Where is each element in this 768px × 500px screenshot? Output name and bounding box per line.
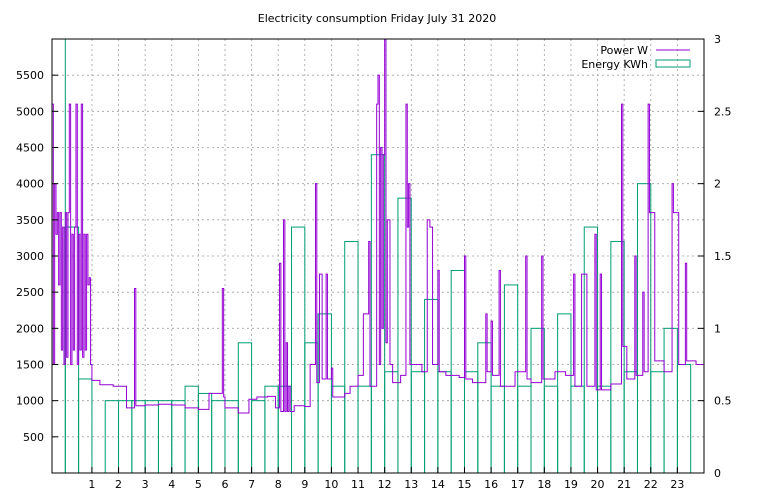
energy-bar [557, 313, 572, 474]
energy-bar [157, 400, 173, 474]
energy-bar [410, 371, 426, 474]
energy-bar [463, 371, 479, 474]
x-tick-label: 8 [275, 478, 282, 491]
power-series-layer [52, 38, 704, 414]
energy-bar [78, 378, 93, 474]
x-tick-label: 14 [431, 478, 445, 491]
chart-title: Electricity consumption Friday July 31 2… [258, 12, 496, 25]
energy-bar [264, 385, 279, 474]
x-tick-label: 19 [564, 478, 578, 491]
y-right-tick-label: 2.5 [714, 105, 732, 118]
legend-swatch-energy [655, 59, 691, 68]
legend: Power W Energy KWh [581, 44, 691, 71]
legend-label-energy: Energy KWh [581, 58, 648, 71]
x-tick-label: 16 [484, 478, 498, 491]
energy-bar [570, 385, 585, 474]
energy-bar [543, 385, 559, 474]
y-right-tick-label: 1 [714, 322, 721, 335]
x-tick-label: 9 [301, 478, 308, 491]
energy-bar [663, 327, 678, 474]
y-left-tick-label: 500 [23, 431, 44, 444]
energy-bar [610, 241, 625, 474]
energy-bar [503, 284, 519, 474]
energy-bar [184, 385, 199, 474]
y-left-tick-label: 1000 [16, 395, 44, 408]
x-tick-label: 4 [168, 478, 175, 491]
y-left-tick-label: 2500 [16, 286, 44, 299]
energy-bar [424, 298, 439, 474]
power-line [52, 38, 704, 414]
energy-bar [397, 197, 412, 474]
energy-bar [583, 226, 599, 474]
energy-bar [344, 241, 359, 474]
y-left-tick-label: 1500 [16, 359, 44, 372]
x-tick-label: 11 [351, 478, 365, 491]
x-tick-label: 7 [248, 478, 255, 491]
y-left-tick-label: 4500 [16, 142, 44, 155]
energy-bar [517, 385, 532, 474]
y-left-tick-label: 2000 [16, 322, 44, 335]
x-tick-label: 12 [378, 478, 392, 491]
x-tick-label: 1 [88, 478, 95, 491]
energy-bar [477, 342, 492, 474]
y-right-tick-label: 0 [714, 467, 721, 480]
x-tick-label: 10 [324, 478, 338, 491]
x-tick-label: 6 [221, 478, 228, 491]
y-left-tick-label: 3500 [16, 214, 44, 227]
x-tick-label: 3 [142, 478, 149, 491]
energy-bar [437, 371, 452, 474]
legend-label-power: Power W [600, 44, 648, 57]
x-tick-label: 18 [537, 478, 551, 491]
x-tick-label: 20 [591, 478, 605, 491]
energy-bar [450, 269, 465, 474]
energy-bar [650, 371, 665, 474]
energy-bar [357, 385, 372, 474]
energy-bar [197, 392, 213, 474]
x-tick-label: 17 [511, 478, 525, 491]
y-left-tick-label: 4000 [16, 178, 44, 191]
energy-bar [623, 371, 638, 474]
x-tick-label: 23 [670, 478, 684, 491]
x-tick-label: 21 [617, 478, 631, 491]
energy-bar [237, 342, 253, 474]
energy-bar [317, 313, 332, 474]
energy-bar [597, 385, 612, 474]
x-tick-label: 2 [115, 478, 122, 491]
x-tick-label: 5 [195, 478, 202, 491]
y-left-tick-label: 3000 [16, 250, 44, 263]
energy-bar [384, 371, 399, 474]
energy-bar [330, 385, 346, 474]
energy-bar [370, 154, 386, 474]
x-tick-label: 13 [404, 478, 418, 491]
energy-bar [490, 385, 505, 474]
x-tick-label: 15 [457, 478, 471, 491]
y-left-tick-label: 5500 [16, 69, 44, 82]
y-left-tick-label: 5000 [16, 105, 44, 118]
y-right-tick-label: 0.5 [714, 395, 732, 408]
y-right-tick-label: 2 [714, 178, 721, 191]
energy-bar [291, 226, 306, 474]
energy-bar [676, 364, 692, 474]
energy-bar [118, 400, 133, 474]
y-right-tick-label: 3 [714, 33, 721, 46]
energy-bar [224, 400, 239, 474]
y-right-tick-label: 1.5 [714, 250, 732, 263]
energy-bar [304, 342, 319, 474]
x-tick-label: 22 [644, 478, 658, 491]
axis-layer: 500 1000 1500 2000 2500 3000 3500 4000 4500 5000 5… [16, 33, 732, 491]
